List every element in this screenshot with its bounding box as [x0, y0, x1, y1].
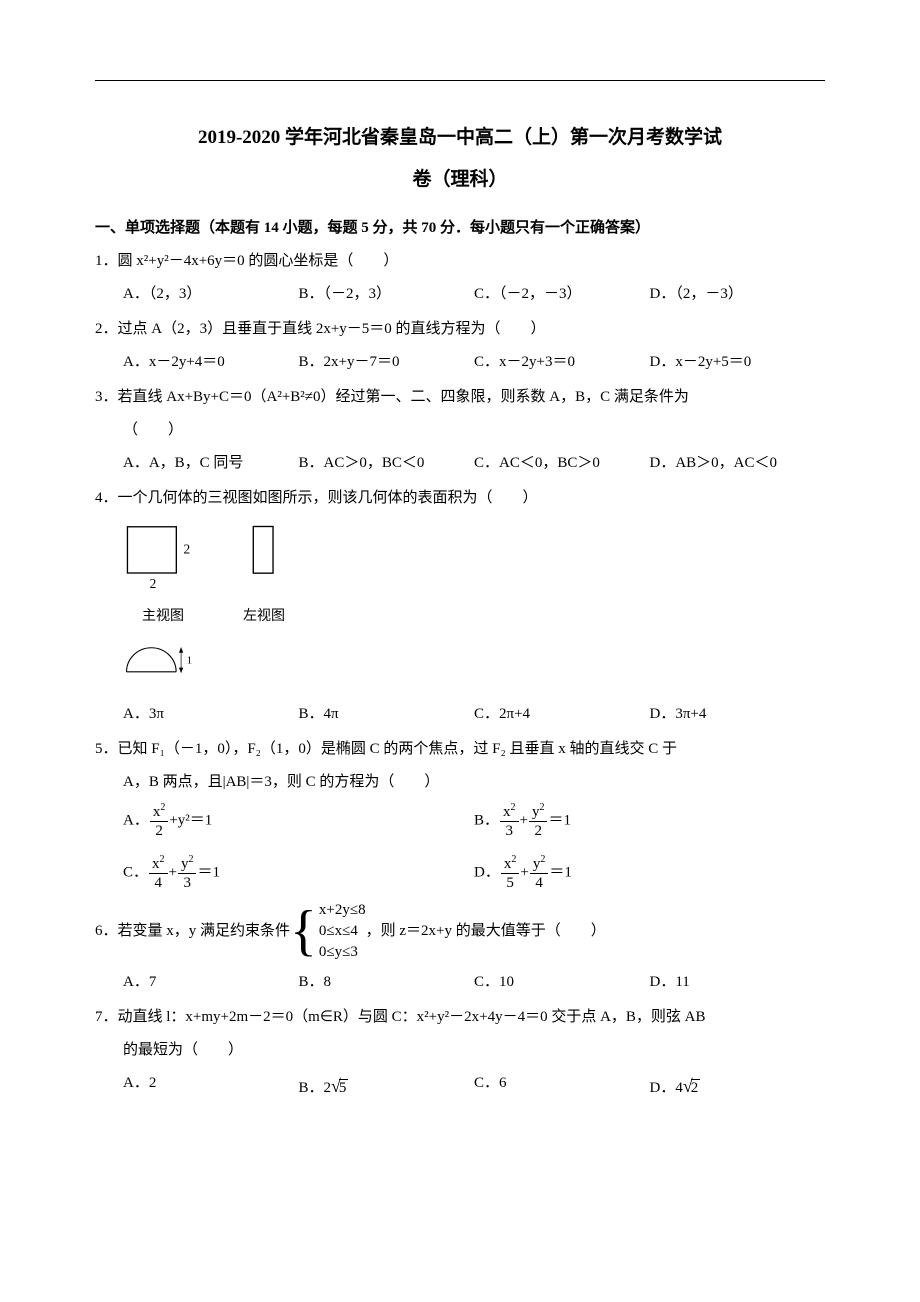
q6-c2: 0≤x≤4	[319, 921, 366, 942]
q4-dim-h: 2	[183, 542, 190, 557]
exam-page: 2019-2020 学年河北省秦皇岛一中高二（上）第一次月考数学试 卷（理科） …	[0, 0, 920, 1150]
front-view-icon: 2 2	[123, 522, 203, 592]
q7-stem2: 的最短为（ ）	[95, 1037, 825, 1064]
q6-options: A．7 B．8 C．10 D．11	[95, 969, 825, 996]
q1-opt-a: A．（2，3）	[123, 281, 299, 308]
q5-options-row2: C．x24+y23＝1 D．x25+y24＝1	[95, 854, 825, 892]
q7-opt-b: B．2√5	[299, 1070, 475, 1102]
q5-a-post: +y²＝1	[169, 812, 212, 828]
q6-stem-pre: 6．若变量 x，y 满足约束条件	[95, 918, 290, 945]
q4-opt-d: D．3π+4	[650, 701, 826, 728]
side-view-label: 左视图	[243, 604, 285, 629]
q6-opt-b: B．8	[299, 969, 475, 996]
q2-stem: 2．过点 A（2，3）且垂直于直线 2x+y－5＝0 的直线方程为（ ）	[95, 316, 825, 343]
q3-opt-b: B．AC＞0，BC＜0	[299, 450, 475, 477]
q5-stem1: 5．已知 F₁（－1，0），F₂（1，0）是椭圆 C 的两个焦点，过 F₂ 且垂…	[95, 736, 825, 763]
q3-stem2: （ ）	[95, 417, 825, 444]
q1-options: A．（2，3） B．（－2，3） C．（－2，－3） D．（2，－3）	[95, 281, 825, 308]
q2-opt-b: B．2x+y－7＝0	[299, 349, 475, 376]
q4-figure: 2 2 主视图 左视图	[95, 522, 825, 692]
question-3: 3．若直线 Ax+By+C＝0（A²+B²≠0）经过第一、二、四象限，则系数 A…	[95, 384, 825, 477]
q1-stem: 1．圆 x²+y²－4x+6y＝0 的圆心坐标是（ ）	[95, 248, 825, 275]
question-2: 2．过点 A（2，3）且垂直于直线 2x+y－5＝0 的直线方程为（ ） A．x…	[95, 316, 825, 376]
q3-opt-d: D．AB＞0，AC＜0	[650, 450, 826, 477]
q4-opt-a: A．3π	[123, 701, 299, 728]
q6-opt-c: C．10	[474, 969, 650, 996]
q1-opt-d: D．（2，－3）	[650, 281, 826, 308]
q5-d-post: ＝1	[549, 864, 572, 880]
q1-opt-b: B．（－2，3）	[299, 281, 475, 308]
q7-opt-d: D．4√2	[650, 1070, 826, 1102]
q7-opt-c: C．6	[474, 1070, 650, 1102]
question-1: 1．圆 x²+y²－4x+6y＝0 的圆心坐标是（ ） A．（2，3） B．（－…	[95, 248, 825, 308]
q6-constraint-system: { x+2y≤8 0≤x≤4 0≤y≤3	[290, 900, 366, 963]
q3-opt-a: A．A，B，C 同号	[123, 450, 299, 477]
exam-title-line1: 2019-2020 学年河北省秦皇岛一中高二（上）第一次月考数学试	[95, 121, 825, 155]
q7-opt-a: A．2	[123, 1070, 299, 1102]
q6-c1: x+2y≤8	[319, 900, 366, 921]
question-4: 4．一个几何体的三视图如图所示，则该几何体的表面积为（ ） 2 2 主视图 左视…	[95, 485, 825, 727]
section-1-header: 一、单项选择题（本题有 14 小题，每题 5 分，共 70 分．每小题只有一个正…	[95, 215, 825, 242]
q5-stem2: A，B 两点，且|AB|＝3，则 C 的方程为（ ）	[95, 769, 825, 796]
q4-opt-b: B．4π	[299, 701, 475, 728]
q5-opt-d: D．x25+y24＝1	[474, 854, 825, 892]
q2-opt-d: D．x－2y+5＝0	[650, 349, 826, 376]
top-view-icon: 1	[123, 638, 208, 683]
q7-b-pre: B．2	[299, 1080, 332, 1096]
q3-opt-c: C．AC＜0，BC＞0	[474, 450, 650, 477]
side-view: 左视图	[243, 522, 285, 629]
q7-stem1: 7．动直线 l：x+my+2m－2＝0（m∈R）与圆 C：x²+y²－2x+4y…	[95, 1004, 825, 1031]
q5-options-row1: A．x22+y²＝1 B．x23+y22＝1	[95, 802, 825, 840]
q3-stem1: 3．若直线 Ax+By+C＝0（A²+B²≠0）经过第一、二、四象限，则系数 A…	[95, 384, 825, 411]
q6-opt-d: D．11	[650, 969, 826, 996]
q2-opt-a: A．x－2y+4＝0	[123, 349, 299, 376]
q2-options: A．x－2y+4＝0 B．2x+y－7＝0 C．x－2y+3＝0 D．x－2y+…	[95, 349, 825, 376]
q4-options: A．3π B．4π C．2π+4 D．3π+4	[95, 701, 825, 728]
question-5: 5．已知 F₁（－1，0），F₂（1，0）是椭圆 C 的两个焦点，过 F₂ 且垂…	[95, 736, 825, 892]
q2-opt-c: C．x－2y+3＝0	[474, 349, 650, 376]
q5-c-post: ＝1	[197, 864, 220, 880]
exam-title-line2: 卷（理科）	[95, 163, 825, 197]
q4-opt-c: C．2π+4	[474, 701, 650, 728]
top-rule	[95, 80, 825, 81]
q6-c3: 0≤y≤3	[319, 942, 366, 963]
q5-b-post: ＝1	[548, 812, 571, 828]
front-view-label: 主视图	[123, 604, 203, 629]
q7-d-rad: 2	[691, 1079, 701, 1096]
q6-stem-post: ，则 z＝2x+y 的最大值等于（ ）	[366, 918, 606, 945]
q4-dim-w: 2	[150, 576, 157, 591]
q4-dim-r: 1	[187, 655, 192, 666]
front-view: 2 2 主视图	[123, 522, 203, 629]
q7-b-rad: 5	[339, 1079, 349, 1096]
q4-stem: 4．一个几何体的三视图如图所示，则该几何体的表面积为（ ）	[95, 485, 825, 512]
q5-b-pre: B．	[474, 812, 499, 828]
q7-d-pre: D．4	[650, 1080, 683, 1096]
q5-opt-b: B．x23+y22＝1	[474, 802, 825, 840]
question-6: 6．若变量 x，y 满足约束条件 { x+2y≤8 0≤x≤4 0≤y≤3 ，则…	[95, 900, 825, 996]
q5-a-pre: A．	[123, 812, 149, 828]
q5-opt-c: C．x24+y23＝1	[123, 854, 474, 892]
q6-stem: 6．若变量 x，y 满足约束条件 { x+2y≤8 0≤x≤4 0≤y≤3 ，则…	[95, 900, 825, 963]
question-7: 7．动直线 l：x+my+2m－2＝0（m∈R）与圆 C：x²+y²－2x+4y…	[95, 1004, 825, 1102]
q5-d-pre: D．	[474, 864, 500, 880]
q3-options: A．A，B，C 同号 B．AC＞0，BC＜0 C．AC＜0，BC＞0 D．AB＞…	[95, 450, 825, 477]
q6-opt-a: A．7	[123, 969, 299, 996]
q7-options: A．2 B．2√5 C．6 D．4√2	[95, 1070, 825, 1102]
q5-c-pre: C．	[123, 864, 148, 880]
top-view: 1	[123, 630, 825, 693]
q5-opt-a: A．x22+y²＝1	[123, 802, 474, 840]
q1-opt-c: C．（－2，－3）	[474, 281, 650, 308]
side-view-icon	[247, 522, 282, 592]
